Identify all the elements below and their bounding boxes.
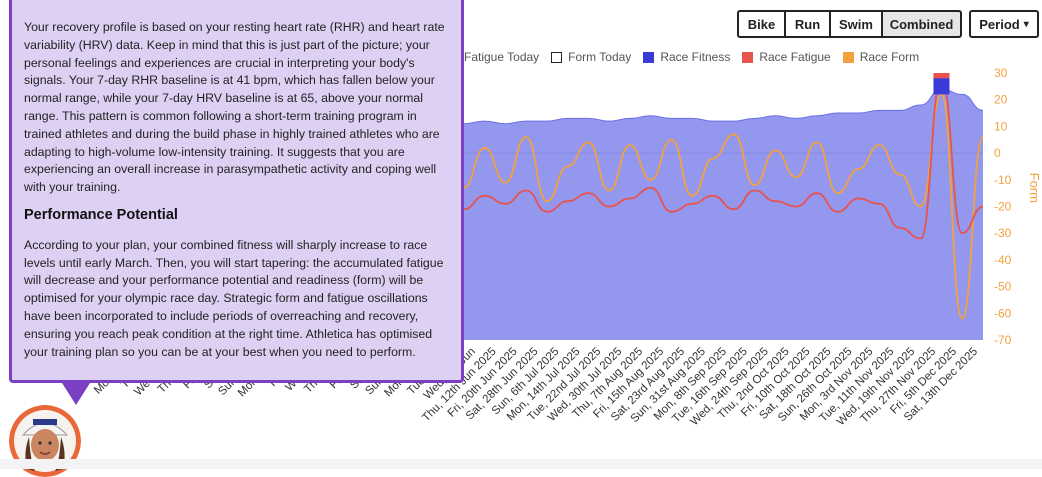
period-dropdown: Period ▾	[969, 10, 1039, 38]
coach-insight-popup: Your recovery profile is based on your r…	[9, 0, 464, 383]
race-fatigue-marker	[933, 73, 950, 79]
form-today-swatch	[551, 51, 563, 63]
period-button[interactable]: Period ▾	[969, 10, 1039, 38]
legend-label: Race Fitness	[660, 50, 731, 64]
performance-potential-text: According to your plan, your combined fi…	[24, 237, 444, 359]
caret-down-icon: ▾	[1023, 18, 1029, 30]
run-button[interactable]: Run	[784, 10, 831, 38]
form-tick-label: -60	[994, 306, 1012, 320]
form-tick-label: 0	[994, 146, 1001, 160]
race-day-marker	[933, 73, 950, 95]
period-label: Period	[979, 16, 1020, 32]
legend-form-today[interactable]: Form Today	[551, 50, 631, 64]
race-fatigue-swatch	[742, 51, 754, 63]
performance-potential-heading: Performance Potential	[24, 206, 178, 223]
race-form-swatch	[842, 51, 854, 63]
chart-legend: Fatigue Today Form Today Race Fitness Ra…	[464, 49, 931, 65]
bike-button[interactable]: Bike	[737, 10, 786, 38]
legend-label: Race Form	[859, 50, 920, 64]
legend-label: Form Today	[568, 50, 632, 64]
form-tick-label: -30	[994, 226, 1012, 240]
legend-label: Race Fatigue	[759, 50, 831, 64]
form-tick-label: -10	[994, 173, 1012, 187]
legend-label: Fatigue Today	[464, 50, 540, 64]
form-tick-label: 20	[994, 93, 1008, 107]
form-tick-label: -20	[994, 200, 1012, 214]
legend-race-fatigue[interactable]: Race Fatigue	[742, 50, 831, 64]
form-tick-label: -50	[994, 280, 1012, 294]
form-tick-label: 10	[994, 119, 1008, 133]
sport-toggle-group: Bike Run Swim Combined	[737, 10, 962, 38]
form-tick-label: -40	[994, 253, 1012, 267]
race-fitness-swatch	[643, 51, 655, 63]
form-axis-ticks: 30 20 10 0 -10 -20 -30 -40 -50 -60 -70	[994, 66, 1012, 347]
popup-pointer	[62, 383, 90, 405]
form-tick-label: 30	[994, 66, 1008, 80]
swim-button[interactable]: Swim	[829, 10, 883, 38]
legend-race-fitness[interactable]: Race Fitness	[643, 50, 730, 64]
legend-race-form[interactable]: Race Form	[842, 50, 920, 64]
legend-fatigue-today[interactable]: Fatigue Today	[464, 50, 539, 64]
form-tick-label: -70	[994, 333, 1012, 347]
recovery-profile-text: Your recovery profile is based on your r…	[24, 20, 445, 195]
form-axis-title: Form	[1027, 173, 1042, 203]
combined-button[interactable]: Combined	[881, 10, 962, 38]
page-footer-strip	[0, 459, 1042, 469]
